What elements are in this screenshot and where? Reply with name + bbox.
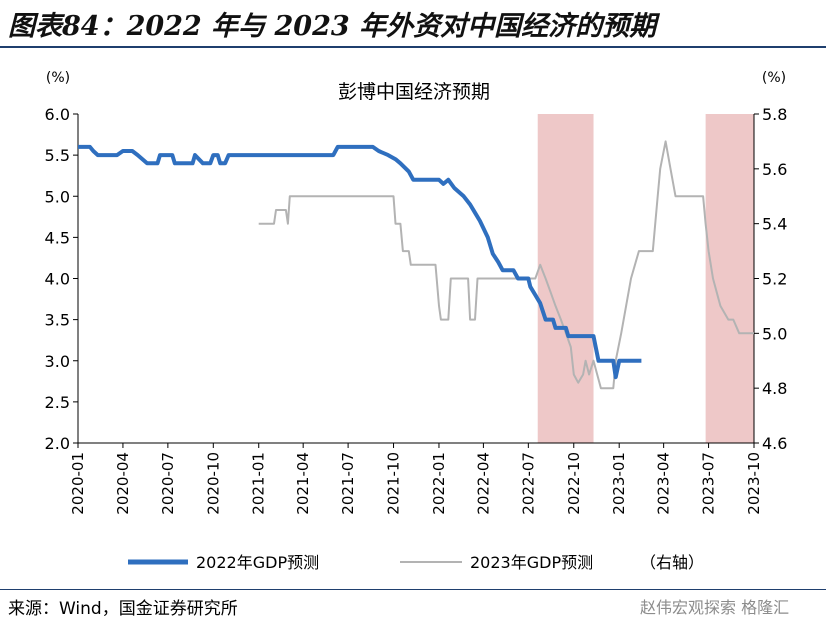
x-tick-label: 2022-07 bbox=[519, 452, 537, 515]
x-tick-label: 2021-07 bbox=[339, 452, 357, 515]
legend-label-2023: 2023年GDP预测 bbox=[470, 553, 593, 572]
x-tick-label: 2021-01 bbox=[250, 452, 268, 515]
x-tick-label: 2023-04 bbox=[655, 452, 673, 515]
x-tick-label: 2023-07 bbox=[700, 452, 718, 515]
left-tick-label: 4.0 bbox=[45, 270, 70, 289]
left-tick-label: 5.5 bbox=[45, 146, 70, 165]
series bbox=[78, 140, 754, 390]
x-tick-label: 2022-01 bbox=[430, 452, 448, 515]
right-tick-label: 4.8 bbox=[762, 379, 787, 398]
ticks: 6.0 5.5 5.0 4.5 4.0 3.5 3.0 2.5 2.0 5.8 5.6 5.4 5.2 5… bbox=[45, 105, 788, 515]
right-axis-unit: (%) bbox=[762, 70, 786, 86]
right-tick-label: 4.6 bbox=[762, 434, 787, 453]
legend: 2022年GDP预测 2023年GDP预测 （右轴） bbox=[128, 553, 704, 572]
figure-title: 图表84：2022 年与 2023 年外资对中国经济的预期 bbox=[8, 11, 657, 42]
x-tick-label: 2021-04 bbox=[294, 452, 312, 515]
x-tick-label: 2020-07 bbox=[159, 452, 177, 515]
series-line-2023-gdp-forecast bbox=[258, 140, 754, 390]
right-tick-label: 5.4 bbox=[762, 215, 787, 234]
shaded-period-1 bbox=[537, 114, 594, 443]
x-tick-label: 2020-01 bbox=[69, 452, 87, 515]
left-axis-unit: (%) bbox=[46, 70, 70, 86]
x-tick-label: 2022-10 bbox=[565, 452, 583, 515]
series-line-2022-gdp-forecast bbox=[78, 144, 642, 380]
x-tick-label: 2020-10 bbox=[204, 452, 222, 515]
source-rule bbox=[0, 589, 826, 590]
left-tick-label: 2.0 bbox=[45, 434, 70, 453]
x-tick-label: 2023-10 bbox=[745, 452, 763, 515]
legend-right-axis-note: （右轴） bbox=[640, 553, 704, 572]
right-tick-label: 5.6 bbox=[762, 160, 787, 179]
left-tick-label: 3.5 bbox=[45, 311, 70, 330]
left-tick-label: 3.0 bbox=[45, 352, 70, 371]
x-tick-label: 2023-01 bbox=[610, 452, 628, 515]
right-tick-label: 5.0 bbox=[762, 324, 787, 343]
shaded-periods bbox=[537, 114, 754, 443]
x-tick-label: 2021-10 bbox=[385, 452, 403, 515]
left-tick-label: 2.5 bbox=[45, 393, 70, 412]
right-tick-label: 5.2 bbox=[762, 270, 787, 289]
legend-label-2022: 2022年GDP预测 bbox=[196, 553, 319, 572]
watermark: 赵伟宏观探索 格隆汇 bbox=[640, 598, 790, 617]
left-tick-label: 4.5 bbox=[45, 228, 70, 247]
chart: 6.0 5.5 5.0 4.5 4.0 3.5 3.0 2.5 2.0 5.8 5.6 5.4 5.2 5… bbox=[45, 70, 788, 572]
x-tick-label: 2020-04 bbox=[114, 452, 132, 515]
right-tick-label: 5.8 bbox=[762, 105, 787, 124]
left-tick-label: 6.0 bbox=[45, 105, 70, 124]
x-tick-label: 2022-04 bbox=[474, 452, 492, 515]
source-note: 来源：Wind，国金证券研究所 bbox=[8, 599, 238, 619]
title-rule bbox=[0, 46, 826, 48]
chart-title: 彭博中国经济预期 bbox=[338, 81, 490, 103]
left-tick-label: 5.0 bbox=[45, 187, 70, 206]
